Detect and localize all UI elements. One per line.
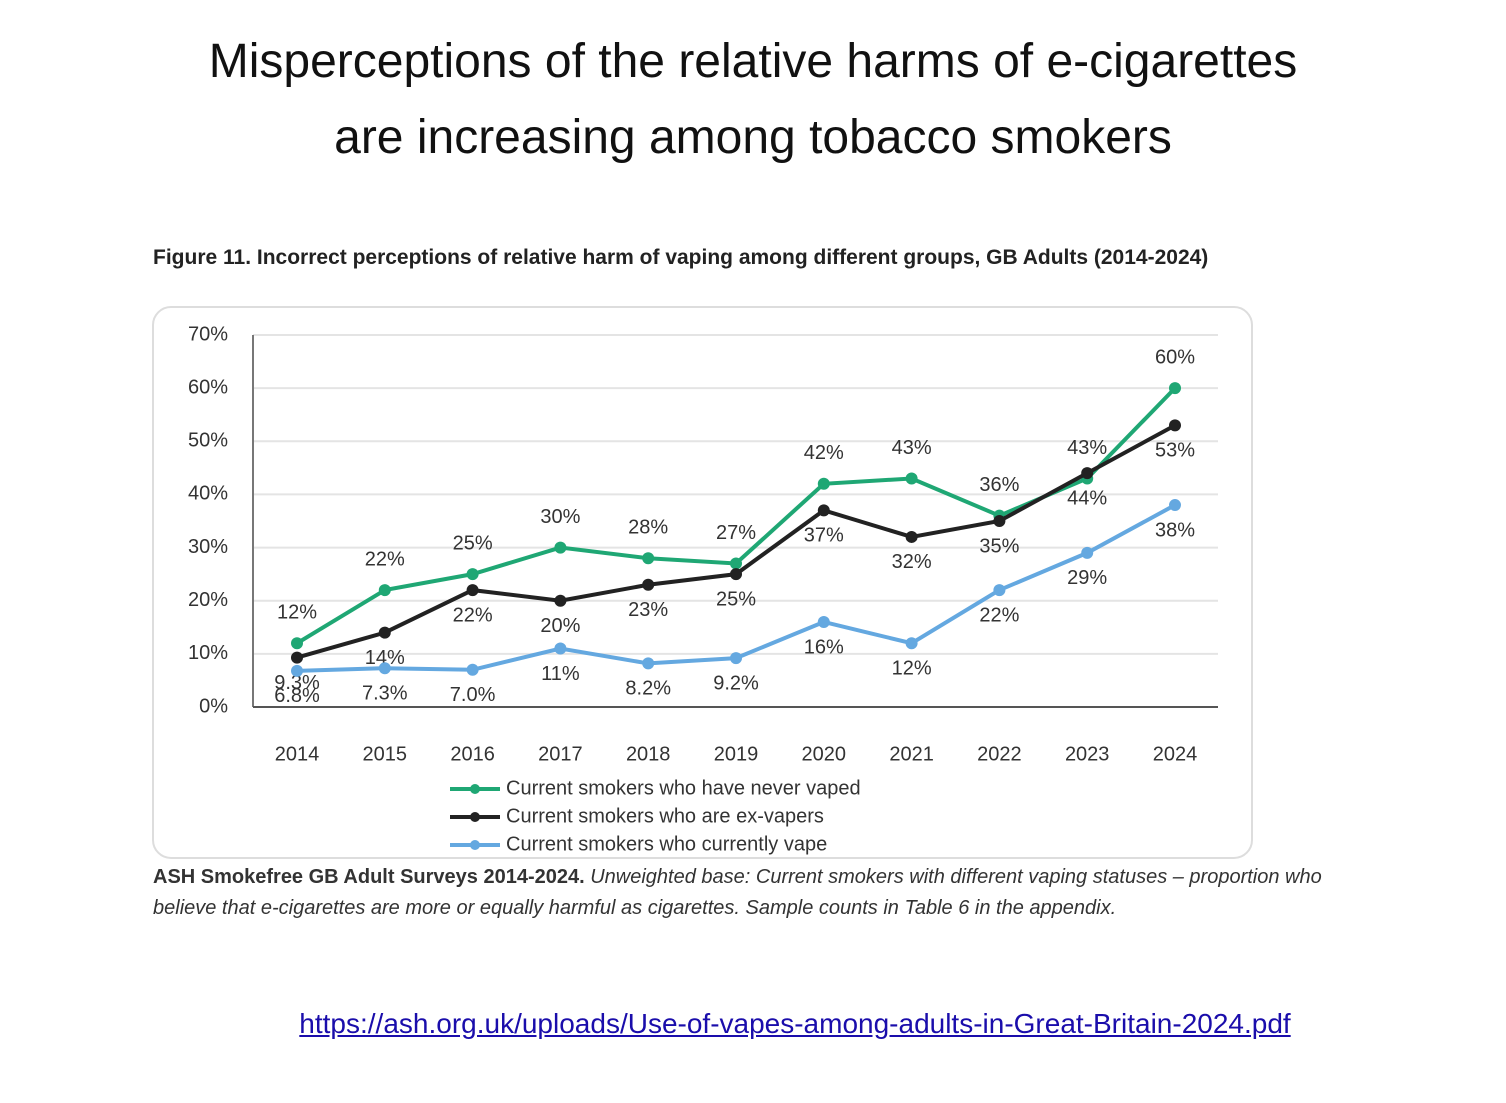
point bbox=[993, 584, 1006, 597]
y-tick-label: 30% bbox=[188, 536, 228, 558]
point bbox=[554, 541, 567, 554]
slide-title-line: are increasing among tobacco smokers bbox=[334, 111, 1172, 164]
point bbox=[466, 663, 479, 676]
x-tick-label: 2017 bbox=[538, 743, 583, 765]
value-label: 7.3% bbox=[362, 682, 408, 704]
x-tick-label: 2022 bbox=[977, 743, 1022, 765]
x-tick-label: 2014 bbox=[275, 743, 320, 765]
point bbox=[291, 664, 303, 677]
point bbox=[291, 651, 303, 664]
point bbox=[730, 568, 742, 581]
point bbox=[642, 578, 655, 591]
source-italic: Unweighted base: Current smokers with di… bbox=[153, 866, 1322, 919]
x-tick-label: 2023 bbox=[1065, 743, 1110, 765]
value-label: 22% bbox=[979, 604, 1019, 626]
value-label: 32% bbox=[892, 551, 932, 573]
value-label: 43% bbox=[892, 437, 932, 459]
point bbox=[291, 637, 303, 650]
y-tick-label: 40% bbox=[188, 483, 228, 505]
source-link[interactable]: https://ash.org.uk/uploads/Use-of-vapes-… bbox=[299, 1008, 1291, 1039]
x-tick-label: 2019 bbox=[714, 743, 759, 765]
chart-frame bbox=[152, 306, 1253, 859]
source-note: ASH Smokefree GB Adult Surveys 2014-2024… bbox=[153, 862, 1343, 924]
point bbox=[993, 515, 1006, 527]
y-tick-label: 70% bbox=[188, 323, 228, 345]
value-label: 44% bbox=[1067, 487, 1107, 509]
value-label: 22% bbox=[365, 548, 405, 570]
point bbox=[1081, 467, 1094, 480]
point bbox=[730, 652, 742, 665]
point bbox=[1169, 419, 1181, 432]
legend-dot bbox=[470, 840, 480, 850]
value-label: 14% bbox=[365, 647, 405, 669]
value-label: 27% bbox=[716, 522, 756, 544]
value-label: 9.3% bbox=[274, 672, 320, 694]
value-label: 37% bbox=[804, 525, 844, 547]
point bbox=[817, 615, 830, 628]
point bbox=[466, 568, 479, 581]
figure-title: Figure 11. Incorrect perceptions of rela… bbox=[153, 246, 1209, 269]
value-label: 7.0% bbox=[450, 684, 496, 706]
value-label: 25% bbox=[716, 588, 756, 610]
legend-dot bbox=[470, 784, 480, 794]
y-tick-label: 60% bbox=[188, 376, 228, 398]
value-label: 11% bbox=[541, 663, 580, 685]
point bbox=[554, 642, 567, 655]
legend-label: Current smokers who currently vape bbox=[506, 833, 827, 855]
legend-dot bbox=[470, 812, 480, 822]
point bbox=[905, 472, 918, 485]
y-tick-label: 0% bbox=[199, 695, 228, 717]
value-label: 22% bbox=[453, 604, 493, 626]
value-label: 29% bbox=[1067, 567, 1107, 589]
point bbox=[1081, 546, 1094, 559]
value-label: 20% bbox=[540, 615, 580, 637]
value-label: 30% bbox=[540, 506, 580, 528]
value-label: 53% bbox=[1155, 440, 1195, 462]
point bbox=[378, 584, 391, 597]
point bbox=[817, 504, 830, 517]
value-label: 16% bbox=[804, 636, 844, 658]
x-tick-label: 2018 bbox=[626, 743, 671, 765]
point bbox=[554, 594, 567, 607]
point bbox=[642, 657, 655, 670]
point bbox=[466, 584, 479, 597]
value-label: 9.2% bbox=[713, 672, 759, 694]
legend-label: Current smokers who have never vaped bbox=[506, 777, 861, 799]
point bbox=[378, 662, 391, 675]
point bbox=[905, 637, 918, 650]
y-tick-label: 50% bbox=[188, 430, 228, 452]
y-tick-label: 20% bbox=[188, 589, 228, 611]
point bbox=[1169, 382, 1181, 395]
point bbox=[905, 530, 918, 543]
slide-title-line: Misperceptions of the relative harms of … bbox=[208, 35, 1298, 88]
point bbox=[730, 557, 742, 570]
value-label: 12% bbox=[277, 602, 317, 624]
point bbox=[642, 552, 655, 565]
value-label: 38% bbox=[1155, 519, 1195, 541]
x-tick-label: 2015 bbox=[363, 743, 408, 765]
point bbox=[1169, 499, 1181, 512]
value-label: 23% bbox=[628, 599, 668, 621]
value-label: 6.8% bbox=[274, 685, 320, 707]
value-label: 12% bbox=[892, 658, 932, 680]
point bbox=[817, 477, 830, 490]
x-tick-label: 2016 bbox=[450, 743, 495, 765]
x-tick-label: 2021 bbox=[889, 743, 934, 765]
value-label: 8.2% bbox=[625, 678, 671, 700]
source-bold: ASH Smokefree GB Adult Surveys 2014-2024… bbox=[153, 866, 585, 888]
value-label: 35% bbox=[979, 535, 1019, 557]
value-label: 36% bbox=[979, 474, 1019, 496]
y-tick-label: 10% bbox=[188, 642, 228, 664]
x-tick-label: 2020 bbox=[802, 743, 847, 765]
value-label: 42% bbox=[804, 442, 844, 464]
x-tick-label: 2024 bbox=[1153, 743, 1198, 765]
value-label: 28% bbox=[628, 516, 668, 538]
value-label: 25% bbox=[453, 532, 493, 554]
value-label: 60% bbox=[1155, 346, 1195, 368]
legend-label: Current smokers who are ex-vapers bbox=[506, 805, 824, 827]
point bbox=[378, 626, 391, 639]
value-label: 43% bbox=[1067, 437, 1107, 459]
